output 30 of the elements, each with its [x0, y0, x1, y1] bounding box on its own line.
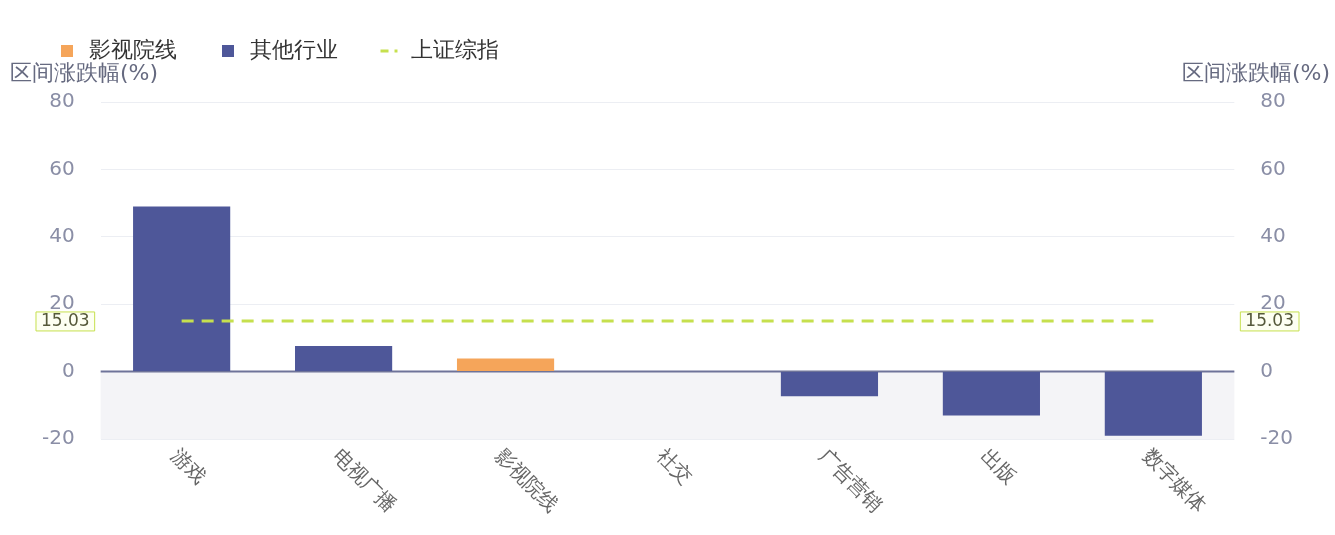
x-tick-label: 影视院线: [490, 443, 564, 517]
y2-tick-label: 0: [1260, 357, 1274, 382]
bar: [1104, 372, 1202, 436]
text: 15.03: [41, 310, 90, 331]
y-tick-label: 60: [49, 155, 75, 180]
y2-tick-label: 40: [1260, 223, 1286, 247]
legend-label: 上证综指: [411, 36, 499, 62]
y2-tick-label: 60: [1260, 155, 1286, 180]
x-tick-label: 数字媒体: [1138, 443, 1212, 517]
y-tick-label: 0: [61, 357, 75, 382]
bar: [456, 358, 555, 372]
bar: [780, 372, 879, 397]
legend-label: 其他行业: [250, 36, 338, 62]
y-tick-label: -20: [41, 425, 75, 450]
y-tick-label: 40: [49, 223, 75, 247]
y2-axis-title: 区间涨跌幅(%): [1181, 59, 1330, 85]
x-tick-label: 出版: [976, 443, 1022, 489]
x-tick-label: 游戏: [166, 443, 212, 489]
y2-tick-label: 80: [1260, 88, 1286, 113]
x-tick-label: 社交: [652, 443, 698, 489]
x-tick-label: 电视广播: [328, 443, 402, 517]
bar: [133, 206, 231, 372]
legend-label: 影视院线: [89, 36, 177, 62]
x-tick-label: 广告营销: [814, 443, 888, 517]
bar: [295, 345, 393, 372]
bar: [942, 372, 1040, 416]
text: 15.03: [1245, 310, 1295, 331]
y-tick-label: 80: [49, 88, 75, 113]
y-axis-title: 区间涨跌幅(%): [10, 59, 159, 85]
y2-tick-label: -20: [1260, 425, 1294, 450]
